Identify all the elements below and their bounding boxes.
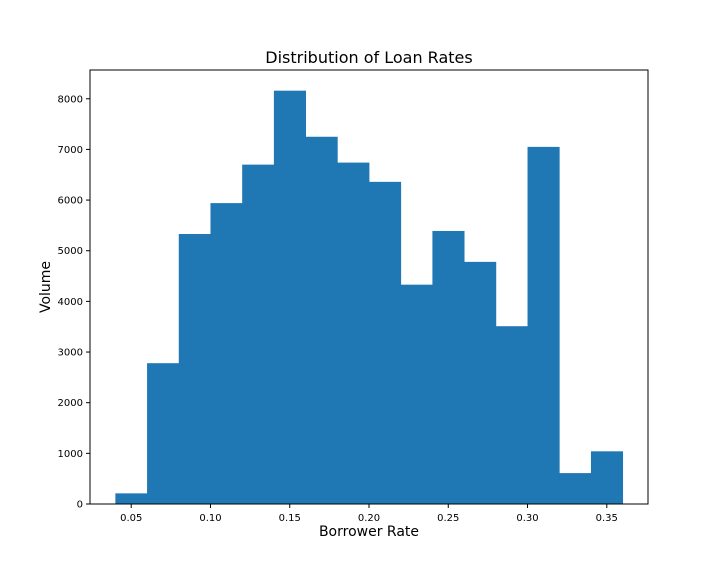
y-tick-label: 3000 <box>58 348 83 359</box>
y-tick-label: 4000 <box>58 297 83 308</box>
histogram-bar <box>432 230 465 505</box>
x-axis-ticks: 0.05 0.10 0.15 0.20 0.25 0.30 0.35 <box>120 504 618 524</box>
x-tick-label: 0.10 <box>199 513 221 524</box>
x-tick-label: 0.20 <box>358 513 380 524</box>
histogram-bar <box>590 451 624 504</box>
y-axis-ticks: 0 1000 2000 3000 4000 5000 6000 7000 8000 <box>58 94 90 511</box>
histogram-bar <box>400 284 433 504</box>
x-tick-label: 0.30 <box>516 513 538 524</box>
histogram-bar <box>559 473 592 504</box>
y-tick-label: 0 <box>77 500 83 511</box>
y-tick-label: 8000 <box>58 94 83 105</box>
histogram-bar <box>147 363 180 504</box>
y-tick-label: 5000 <box>58 246 83 257</box>
histogram-bar <box>337 162 370 504</box>
histogram-bar <box>242 164 275 504</box>
histogram-bar <box>273 90 306 505</box>
x-tick-label: 0.35 <box>596 513 618 524</box>
histogram-bar <box>495 326 528 504</box>
x-tick-label: 0.05 <box>120 513 142 524</box>
bars-group <box>115 90 624 505</box>
x-tick-label: 0.15 <box>279 513 301 524</box>
histogram-bar <box>178 234 211 504</box>
histogram-bar <box>464 261 497 504</box>
y-axis-label: Volume <box>38 261 54 313</box>
y-tick-label: 7000 <box>58 145 83 156</box>
y-tick-label: 2000 <box>58 398 83 409</box>
histogram-bar <box>369 181 402 504</box>
y-tick-label: 6000 <box>58 196 83 207</box>
histogram-bar <box>115 493 148 504</box>
x-axis-label: Borrower Rate <box>319 524 419 540</box>
histogram-bar <box>527 146 560 504</box>
histogram-bar <box>210 203 243 504</box>
histogram-bar <box>305 136 338 504</box>
x-tick-label: 0.25 <box>437 513 459 524</box>
chart-title: Distribution of Loan Rates <box>265 48 472 67</box>
y-tick-label: 1000 <box>58 449 83 460</box>
